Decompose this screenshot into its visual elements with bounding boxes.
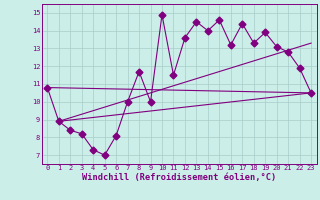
X-axis label: Windchill (Refroidissement éolien,°C): Windchill (Refroidissement éolien,°C) (82, 173, 276, 182)
